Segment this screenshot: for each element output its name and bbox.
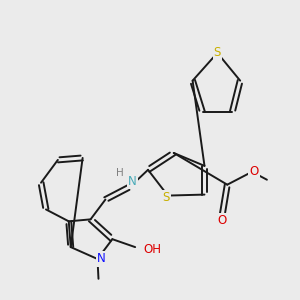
Text: N: N [97,253,106,266]
Text: H: H [116,168,124,178]
Text: S: S [214,46,221,59]
Text: N: N [128,175,136,188]
Text: OH: OH [143,243,161,256]
Text: S: S [162,191,169,204]
Text: O: O [218,214,227,227]
Text: O: O [249,165,259,178]
